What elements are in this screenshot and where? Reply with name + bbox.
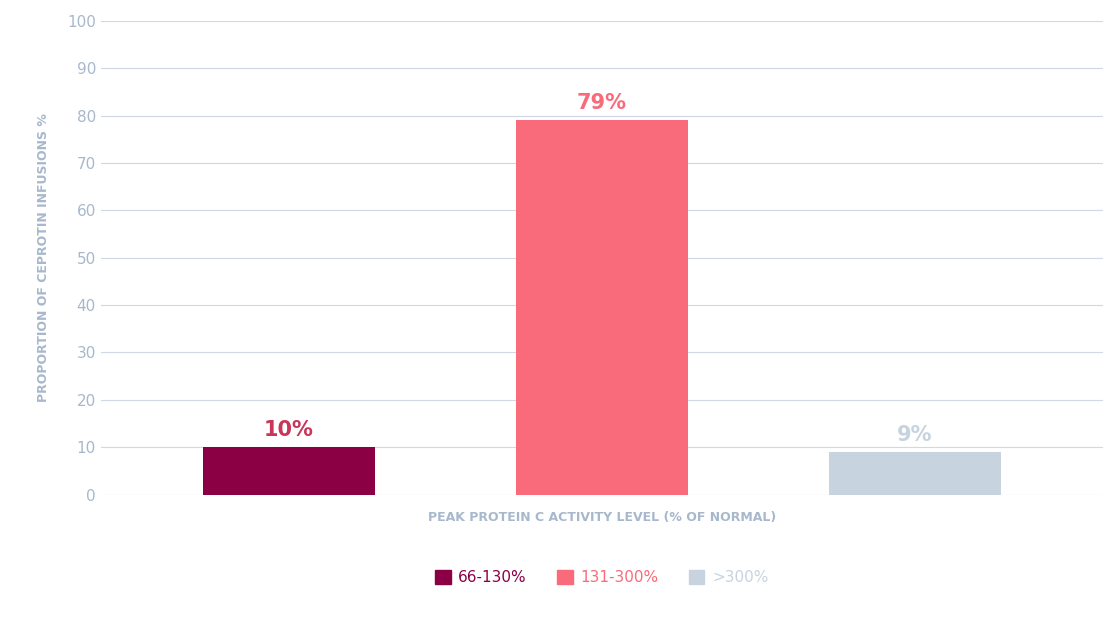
X-axis label: PEAK PROTEIN C ACTIVITY LEVEL (% OF NORMAL): PEAK PROTEIN C ACTIVITY LEVEL (% OF NORM… [428,511,776,524]
Text: 10%: 10% [264,420,314,440]
Bar [828,452,1002,494]
Y-axis label: PROPORTION OF CEPROTIN INFUSIONS %: PROPORTION OF CEPROTIN INFUSIONS % [37,113,50,403]
Bar [202,448,375,494]
Text: 79%: 79% [577,93,627,113]
Text: 9%: 9% [898,425,932,445]
Legend: 66-130%, 131-300%, >300%: 66-130%, 131-300%, >300% [429,564,775,591]
Bar [515,120,688,494]
